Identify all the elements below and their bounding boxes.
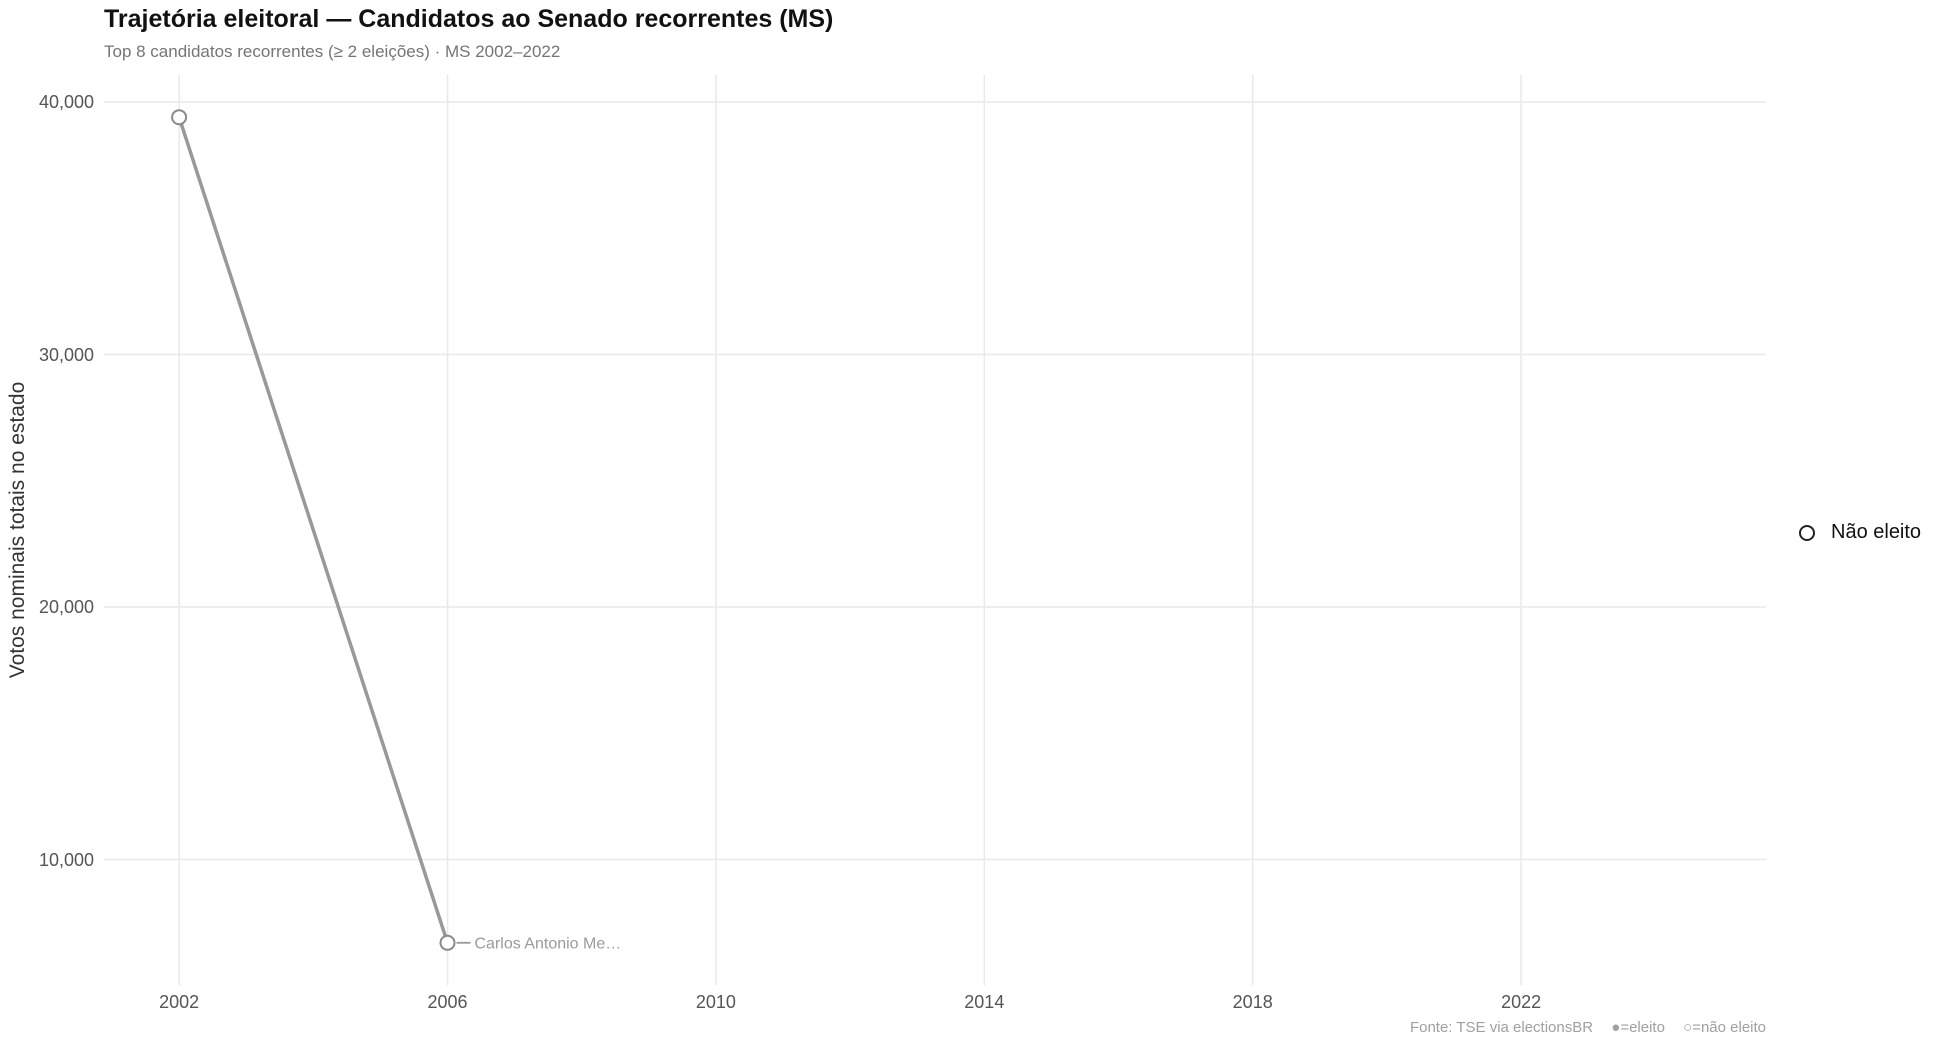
y-tick-label: 30,000 <box>38 344 94 365</box>
not-elected-key: ○=não eleito <box>1683 1019 1766 1036</box>
y-tick-label: 20,000 <box>38 597 94 617</box>
x-tick-label: 2014 <box>964 992 1005 1012</box>
y-axis-title: Votos nominais totais no estado <box>6 381 29 679</box>
data-point <box>439 934 456 951</box>
chart-subtitle: Top 8 candidatos recorrentes (≥ 2 eleiçõ… <box>104 42 561 61</box>
x-tick-label: 2010 <box>695 992 736 1012</box>
chart-title: Trajetória eleitoral — Candidatos ao Sen… <box>104 5 834 33</box>
source-note: Fonte: TSE via electionsBR ●=eleito ○=nã… <box>1410 1019 1766 1037</box>
series-line <box>177 116 450 944</box>
series-end-label: Carlos Antonio Me… <box>475 935 622 952</box>
elected-key: ●=eleito <box>1611 1019 1665 1036</box>
data-point <box>171 109 188 126</box>
x-tick-label: 2022 <box>1501 992 1542 1012</box>
source-text: Fonte: TSE via electionsBR <box>1409 1019 1594 1036</box>
y-tick-label: 10,000 <box>38 849 94 870</box>
legend: Não eleito <box>1799 521 1921 544</box>
x-tick-label: 2002 <box>159 992 200 1012</box>
plot-svg: Carlos Antonio Me… <box>104 75 1766 985</box>
x-tick-label: 2006 <box>427 992 468 1012</box>
legend-label: Não eleito <box>1831 521 1922 543</box>
x-tick-label: 2018 <box>1232 992 1273 1012</box>
y-tick-label: 40,000 <box>38 92 94 113</box>
plot-area: Carlos Antonio Me… <box>104 75 1766 985</box>
open-circle-icon <box>1799 524 1815 541</box>
